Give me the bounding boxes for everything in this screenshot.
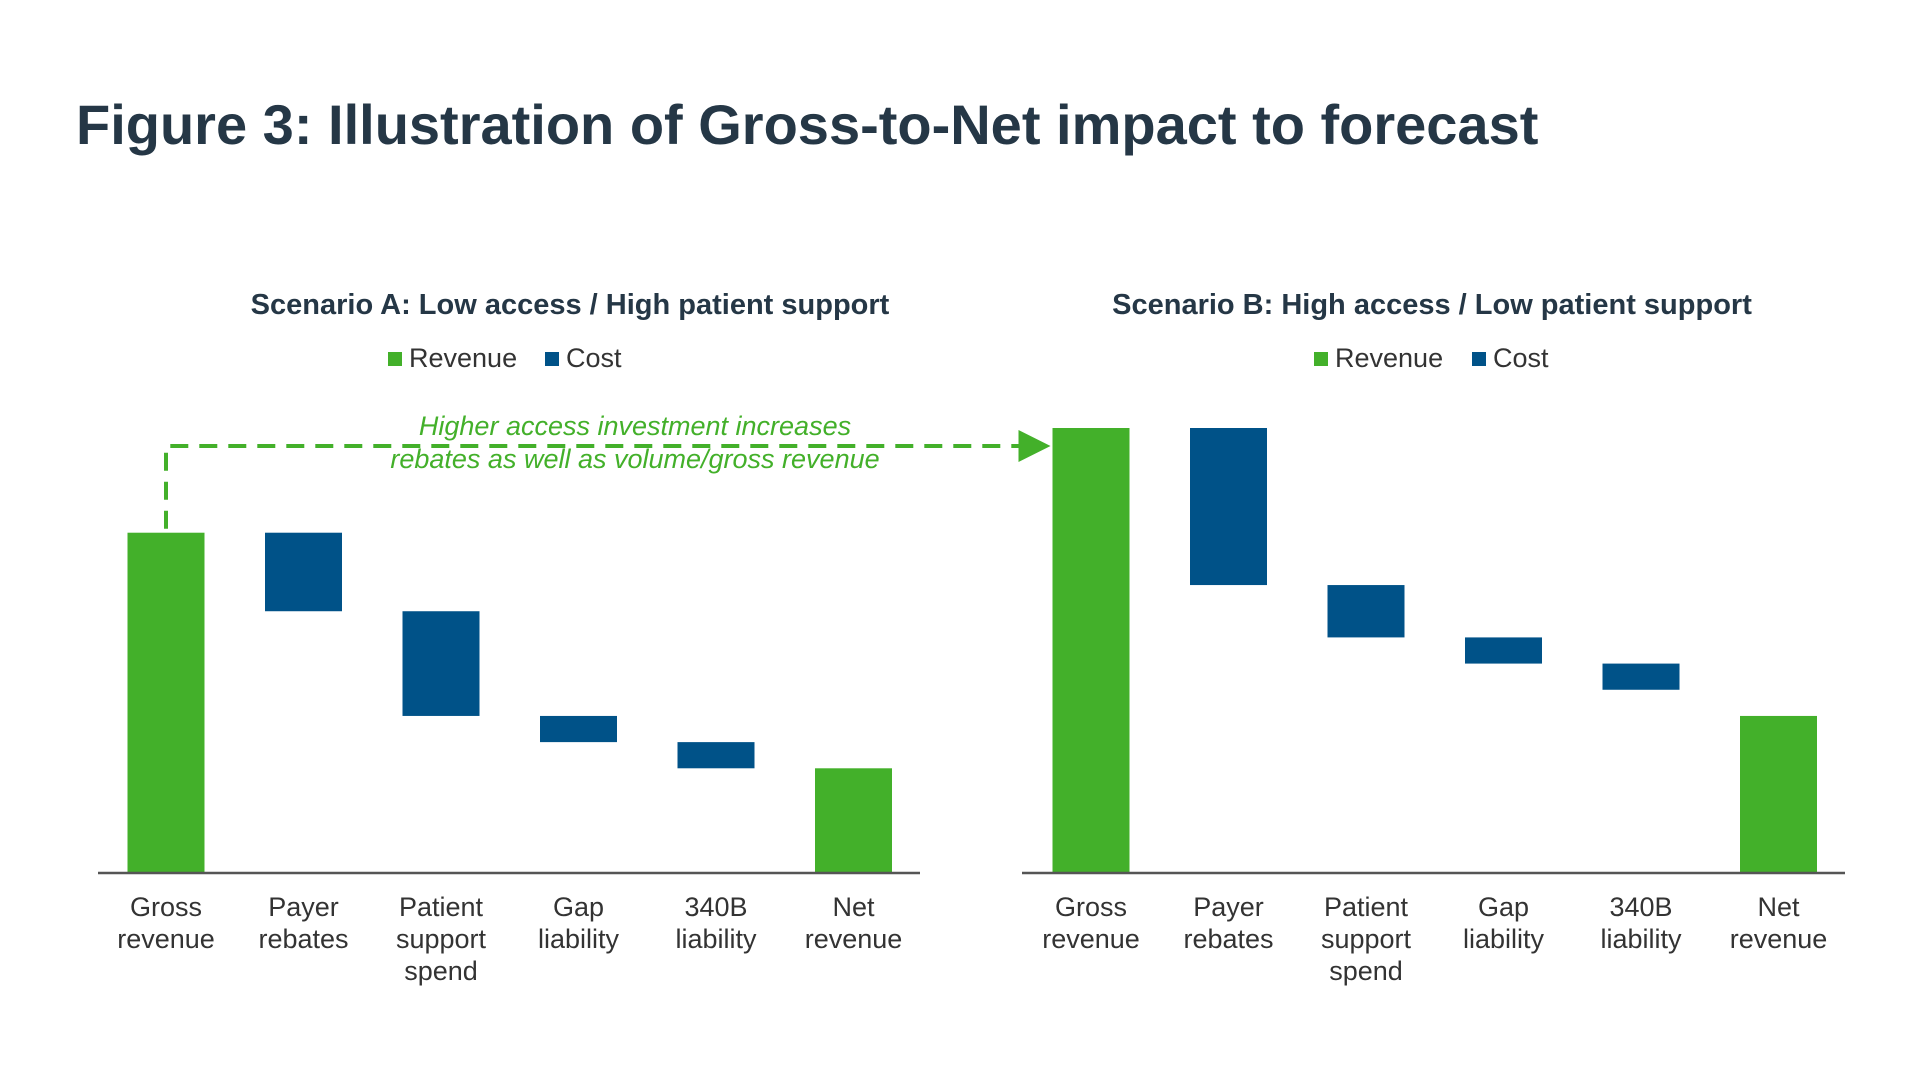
x-label-line: Patient	[399, 892, 484, 922]
x-label-line: support	[396, 924, 487, 954]
x-label-line: rebates	[258, 924, 348, 954]
bar-patient-support-spend	[1327, 585, 1405, 638]
x-label-line: spend	[404, 956, 478, 986]
access-investment-annotation: Higher access investment increases rebat…	[164, 411, 1051, 529]
x-label-line: Gross	[130, 892, 202, 922]
x-label-line: revenue	[117, 924, 215, 954]
x-label-line: Gap	[553, 892, 604, 922]
legend-swatch-revenue	[388, 352, 402, 366]
x-label-line: support	[1321, 924, 1412, 954]
x-label-line: revenue	[1730, 924, 1828, 954]
legend-label-cost: Cost	[566, 343, 622, 373]
x-label-line: liability	[1600, 924, 1682, 954]
x-label-line: spend	[1329, 956, 1403, 986]
x-label-line: rebates	[1183, 924, 1273, 954]
chart-title: Scenario B: High access / Low patient su…	[1112, 289, 1752, 321]
legend-swatch-revenue	[1314, 352, 1328, 366]
bar-gap-liability	[540, 715, 617, 743]
x-label-line: liability	[538, 924, 620, 954]
x-label-340b-liability: 340B liability	[1600, 892, 1682, 954]
bar-patient-support-spend	[402, 611, 480, 716]
bar-payer-rebates	[1190, 428, 1267, 586]
x-label-gap-liability: Gap liability	[538, 892, 620, 954]
x-label-line: Gross	[1055, 892, 1127, 922]
x-label-line: liability	[1463, 924, 1545, 954]
chart-scenario-a: Scenario A: Low access / High patient su…	[98, 289, 920, 986]
bar-gap-liability	[1465, 637, 1542, 664]
x-label-gap-liability: Gap liability	[1463, 892, 1545, 954]
legend-swatch-cost	[545, 352, 559, 366]
x-label-340b-liability: 340B liability	[675, 892, 757, 954]
x-label-line: Payer	[268, 892, 339, 922]
legend: Revenue Cost	[1314, 343, 1549, 373]
bar-340b-liability	[1602, 663, 1680, 690]
bar-net-revenue	[1740, 715, 1817, 873]
x-label-patient-support-spend: Patient support spend	[1321, 892, 1412, 986]
x-label-line: Patient	[1324, 892, 1409, 922]
x-label-patient-support-spend: Patient support spend	[396, 892, 487, 986]
legend-label-revenue: Revenue	[1335, 343, 1443, 373]
legend-swatch-cost	[1472, 352, 1486, 366]
x-label-line: liability	[675, 924, 757, 954]
dashed-arrow	[164, 430, 1051, 529]
chart-title: Scenario A: Low access / High patient su…	[251, 289, 890, 321]
bar-payer-rebates	[265, 532, 342, 612]
x-label-net-revenue: Net revenue	[805, 892, 903, 954]
x-label-line: 340B	[684, 892, 747, 922]
legend: Revenue Cost	[388, 343, 622, 373]
x-label-gross-revenue: Gross revenue	[1042, 892, 1140, 954]
legend-label-cost: Cost	[1493, 343, 1549, 373]
x-label-payer-rebates: Payer rebates	[258, 892, 348, 954]
legend-label-revenue: Revenue	[409, 343, 517, 373]
x-label-line: Gap	[1478, 892, 1529, 922]
x-label-line: 340B	[1609, 892, 1672, 922]
x-label-net-revenue: Net revenue	[1730, 892, 1828, 954]
x-label-line: Payer	[1193, 892, 1264, 922]
bar-net-revenue	[815, 768, 892, 873]
bar-gross-revenue	[127, 532, 205, 873]
x-label-gross-revenue: Gross revenue	[117, 892, 215, 954]
x-label-line: revenue	[805, 924, 903, 954]
annotation-text-line-2: rebates as well as volume/gross revenue	[390, 444, 879, 474]
page-title: Figure 3: Illustration of Gross-to-Net i…	[76, 93, 1539, 156]
x-label-line: Net	[832, 892, 875, 922]
annotation-text-line-1: Higher access investment increases	[419, 411, 851, 441]
x-label-line: revenue	[1042, 924, 1140, 954]
bar-340b-liability	[677, 742, 755, 769]
bar-gross-revenue	[1052, 428, 1130, 873]
chart-scenario-b: Scenario B: High access / Low patient su…	[1022, 289, 1845, 986]
x-label-payer-rebates: Payer rebates	[1183, 892, 1273, 954]
x-label-line: Net	[1757, 892, 1800, 922]
